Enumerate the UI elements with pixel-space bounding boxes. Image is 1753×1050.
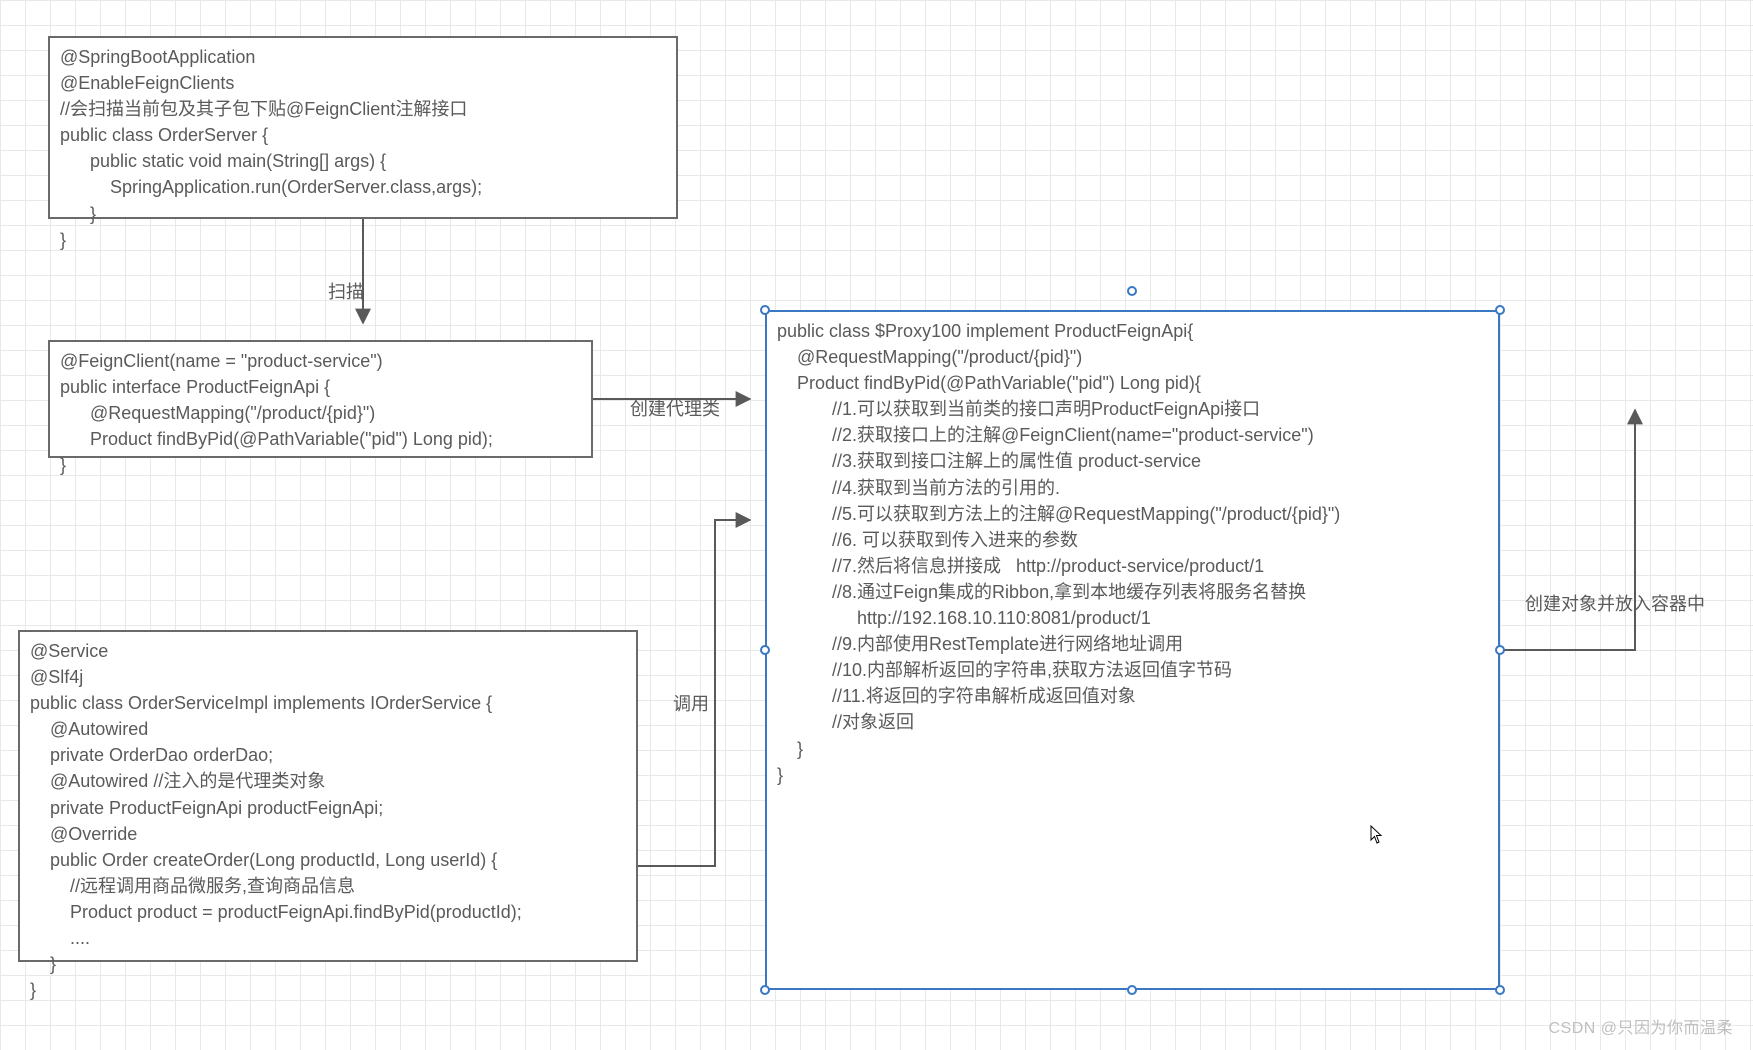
selection-handle[interactable] (1495, 645, 1505, 655)
selection-handle[interactable] (1127, 985, 1137, 995)
selection-handle[interactable] (760, 645, 770, 655)
node-order-service-impl[interactable]: @Service @Slf4j public class OrderServic… (18, 630, 638, 962)
node-product-feign-api[interactable]: @FeignClient(name = "product-service") p… (48, 340, 593, 458)
watermark-text: CSDN @只因为你而温柔 (1548, 1014, 1733, 1038)
node-proxy100[interactable]: public class $Proxy100 implement Product… (765, 310, 1500, 990)
edge-label-call: 调用 (673, 690, 709, 716)
edge-label-proxy: 创建代理类 (630, 395, 720, 421)
selection-handle[interactable] (760, 985, 770, 995)
selection-handle[interactable] (760, 305, 770, 315)
selection-handle[interactable] (1495, 305, 1505, 315)
edge-label-create: 创建对象并放入容器中 (1525, 590, 1705, 616)
selection-handle[interactable] (1127, 286, 1137, 296)
node-order-server[interactable]: @SpringBootApplication @EnableFeignClien… (48, 36, 678, 219)
edge-label-scan: 扫描 (328, 278, 364, 304)
selection-handle[interactable] (1495, 985, 1505, 995)
